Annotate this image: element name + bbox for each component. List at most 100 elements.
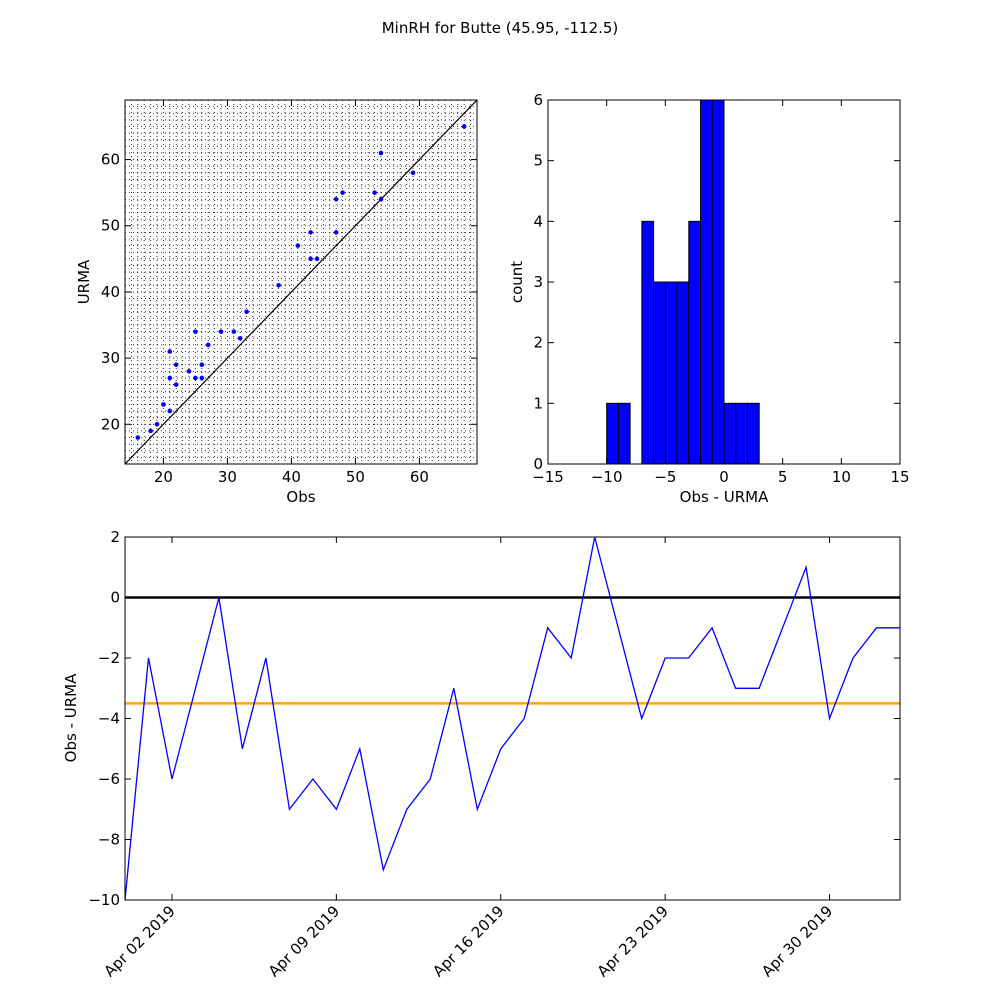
x-tick-label: 30 (218, 468, 237, 486)
histogram-y-label: count (508, 261, 526, 303)
data-point (173, 362, 179, 368)
data-point (167, 408, 173, 414)
histogram-bars (606, 99, 760, 465)
data-point (161, 402, 166, 407)
y-tick-label: 0 (533, 455, 543, 473)
y-tick-label: 5 (533, 152, 543, 170)
timeseries-panel: −10 −8 −6 −4 −2 0 2 Apr 02 2019 Apr 09 2019 Apr 1… (62, 528, 901, 980)
timeseries-frame (124, 536, 901, 901)
y-tick-label: 30 (101, 349, 120, 367)
timeseries-y-label: Obs - URMA (62, 673, 80, 762)
data-point (186, 369, 192, 374)
data-point (193, 329, 198, 334)
histogram-bar (664, 281, 678, 465)
scatter-y-label: URMA (75, 259, 93, 304)
data-point (218, 329, 224, 334)
data-point (340, 190, 345, 195)
x-tick-label: 0 (719, 468, 729, 486)
y-tick-label: 6 (533, 91, 543, 109)
y-tick-label: 20 (101, 415, 120, 433)
data-point (295, 243, 301, 248)
x-tick-label: Apr 23 2019 (594, 902, 672, 980)
histogram-bar (617, 402, 631, 465)
x-tick-label: Apr 02 2019 (100, 902, 178, 980)
y-tick-label: 2 (110, 528, 120, 546)
histogram-panel: −15 −10 −5 0 5 10 15 0 1 2 3 4 5 6 Obs - URMA count (508, 91, 910, 506)
data-point (378, 196, 384, 202)
timeseries-axes: −10 −8 −6 −4 −2 0 2 Apr 02 2019 Apr 09 2019 Apr 1… (88, 528, 900, 980)
scatter-panel: 20 30 40 50 60 20 30 40 50 60 Obs URMA (75, 99, 478, 506)
histogram-bar (653, 281, 666, 465)
data-point (193, 375, 198, 381)
x-tick-label: 10 (832, 468, 851, 486)
data-point (333, 196, 339, 202)
scatter-frame (124, 99, 478, 465)
histogram-bar (606, 402, 619, 465)
scatter-grid (124, 99, 478, 465)
y-tick-label: −4 (98, 710, 120, 728)
data-point (148, 428, 153, 434)
y-tick-label: 50 (101, 217, 120, 235)
scatter-points (135, 124, 467, 440)
data-point (244, 309, 249, 315)
x-tick-label: −10 (591, 468, 623, 486)
histogram-bar (735, 402, 748, 465)
figure-title: MinRH for Butte (45.95, -112.5) (382, 19, 619, 37)
scatter-x-label: Obs (286, 488, 315, 506)
histogram-bar (641, 220, 655, 465)
x-tick-label: −5 (654, 468, 676, 486)
data-point (231, 329, 237, 334)
data-point (276, 283, 281, 288)
data-point (173, 382, 179, 387)
y-tick-label: −2 (98, 649, 120, 667)
data-point (308, 256, 313, 262)
y-tick-label: 0 (110, 589, 120, 607)
x-tick-label: 40 (282, 468, 301, 486)
x-tick-label: 50 (346, 468, 365, 486)
histogram-bar (688, 220, 702, 465)
histogram-bar (746, 402, 760, 465)
x-tick-label: 60 (410, 468, 429, 486)
data-point (461, 124, 467, 129)
data-point (199, 362, 205, 368)
data-point (410, 170, 416, 176)
x-tick-label: 15 (890, 468, 909, 486)
timeseries-line (124, 536, 900, 901)
scatter-axes: 20 30 40 50 60 20 30 40 50 60 (101, 100, 477, 486)
histogram-x-label: Obs - URMA (680, 488, 769, 506)
data-point (167, 375, 173, 381)
histogram-bar (711, 99, 725, 465)
one-to-one-line (125, 100, 477, 464)
histogram-axes: −15 −10 −5 0 5 10 15 0 1 2 3 4 5 6 (532, 91, 909, 486)
y-tick-label: 40 (101, 283, 120, 301)
y-tick-label: 60 (101, 151, 120, 169)
x-tick-label: Apr 09 2019 (265, 902, 343, 980)
data-point (167, 349, 173, 354)
data-point (308, 230, 313, 235)
y-tick-label: 1 (533, 394, 543, 412)
data-point (378, 150, 384, 156)
y-tick-label: 2 (533, 334, 543, 352)
data-point (314, 256, 320, 262)
histogram-bar (723, 402, 737, 465)
data-point (199, 375, 205, 381)
y-tick-label: 3 (533, 273, 543, 291)
x-tick-label: 5 (778, 468, 788, 486)
data-point (154, 421, 160, 427)
data-point (237, 335, 243, 341)
x-tick-label: Apr 16 2019 (429, 902, 507, 980)
data-point (333, 230, 339, 235)
data-point (135, 435, 141, 440)
y-tick-label: 4 (533, 212, 543, 230)
data-point (205, 342, 211, 348)
x-tick-label: Apr 30 2019 (758, 902, 836, 980)
x-tick-label: 20 (154, 468, 173, 486)
y-tick-label: −8 (98, 831, 120, 849)
y-tick-label: −6 (98, 770, 120, 788)
histogram-bar (700, 99, 713, 465)
y-tick-label: −10 (88, 891, 120, 909)
x-tick-label: −15 (532, 468, 564, 486)
data-point (372, 190, 377, 195)
histogram-bar (676, 281, 690, 465)
